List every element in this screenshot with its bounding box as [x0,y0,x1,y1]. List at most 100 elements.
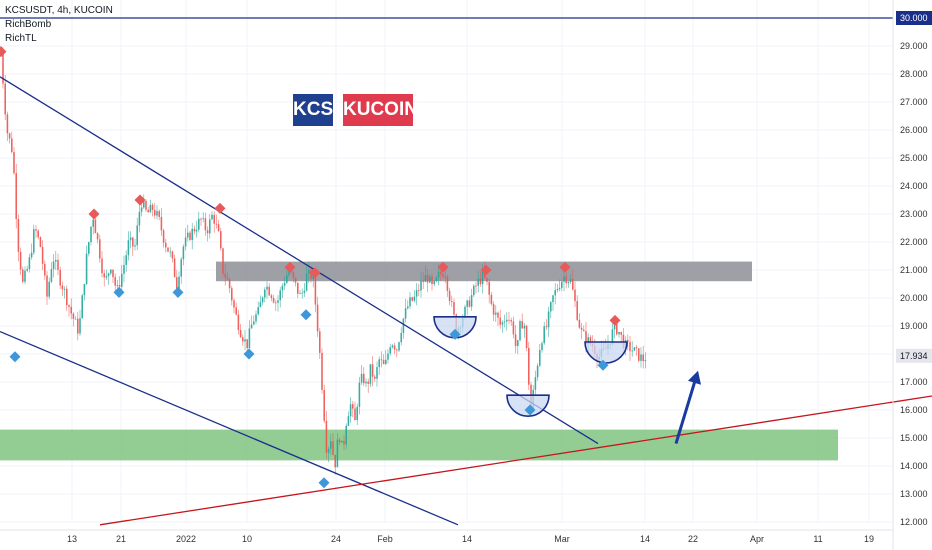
indicator-richtl[interactable]: RichTL [5,33,37,44]
candle-body [121,273,123,287]
candle-body [631,350,633,352]
candle-body [332,441,334,455]
candle-body [55,259,57,262]
candle-body [171,251,174,259]
candle-body [270,295,273,299]
price-tick-label: 24.000 [900,181,928,191]
candle-body [180,259,182,277]
price-tick-label: 15.000 [900,433,928,443]
rounded-bottom-patterns [433,316,628,417]
candle-body [343,440,345,445]
price-tick-label: 23.000 [900,209,928,219]
price-tick-label: 27.000 [900,97,928,107]
candle-body [19,251,22,270]
candle-body [519,321,521,341]
candle-body [374,376,376,379]
last-price-tag [896,348,932,363]
price-tick-label: 17.000 [900,377,928,387]
kucoin-badge: KUCOIN [343,94,418,126]
candle-body [266,286,268,290]
candle-body [563,276,565,282]
candle-body [257,307,259,315]
candle-body [402,318,405,333]
indicator-richbomb[interactable]: RichBomb [5,19,52,30]
candle-body [160,216,163,231]
candle-body [13,152,15,174]
candle-body [57,259,59,270]
rounded-bottom [506,394,550,417]
candle-body [444,276,446,278]
candle-body [400,332,402,343]
candle-body [259,302,262,308]
candle-body [206,230,209,234]
candle-body [316,304,319,332]
candle-body [63,288,66,290]
price-tick-label: 13.000 [900,489,928,499]
time-tick-label: 14 [462,534,472,544]
candle-body [638,348,640,361]
price-tick-label: 12.000 [900,517,928,527]
candle-body [391,345,394,348]
candle-body [508,319,510,321]
price-axis[interactable]: 12.00013.00014.00015.00016.00017.00018.0… [892,0,932,550]
top-line-price-label: 30.000 [900,13,928,23]
candle-body [147,209,149,213]
candle-body [365,381,367,384]
candle-body [413,296,416,301]
candle-body [110,269,112,274]
candle-body [68,305,70,307]
candle-body [305,273,308,291]
sell-signal-marker [437,261,449,273]
candle-body [341,440,343,443]
candle-body [283,282,286,286]
candle-body [418,290,420,291]
candle-body [431,276,433,285]
buy-signal-marker [172,286,184,298]
candle-body [226,277,229,280]
candle-body [193,228,196,232]
ascending-support-trendline [99,395,932,526]
sell-signal-marker [284,261,296,273]
candle-body [539,350,541,366]
candle-body [123,264,125,274]
candle-body [127,240,130,256]
candle-body [382,360,385,364]
candle-body [140,207,143,212]
candle-body [464,306,466,319]
candle-body [129,237,132,241]
candle-body [46,275,48,297]
candle-body [22,269,24,282]
candle-body [187,232,189,238]
candle-body [415,290,418,297]
candle-body [385,359,387,364]
candle-body [327,448,330,453]
candle-body [506,319,508,322]
price-tick-label: 14.000 [900,461,928,471]
candle-body [294,277,297,283]
candle-body [233,300,235,308]
candle-body [154,209,156,216]
candle-body [521,321,523,329]
candle-body [433,281,435,285]
symbol-title[interactable]: KCSUSDT, 4h, KUCOIN [5,5,113,16]
candle-body [268,286,270,296]
candle-body [536,365,539,378]
time-tick-label: 10 [242,534,252,544]
candle-body [547,311,550,328]
trendlines [0,76,932,526]
candle-body [376,367,378,379]
candle-body [220,231,222,249]
candle-body [367,381,369,384]
candle-body [277,300,279,303]
candle-body [228,279,231,289]
candle-body [523,325,526,329]
candle-body [261,297,264,303]
candle-body [633,347,636,351]
candle-body [389,347,391,354]
descending-upper-trendline [0,76,599,445]
time-axis[interactable]: 13 21 2022 10 24 Feb 14 Mar 14 22 Apr 11 19 [0,529,893,544]
candle-body [497,312,499,318]
candle-body [411,297,413,301]
candle-body [189,232,191,240]
